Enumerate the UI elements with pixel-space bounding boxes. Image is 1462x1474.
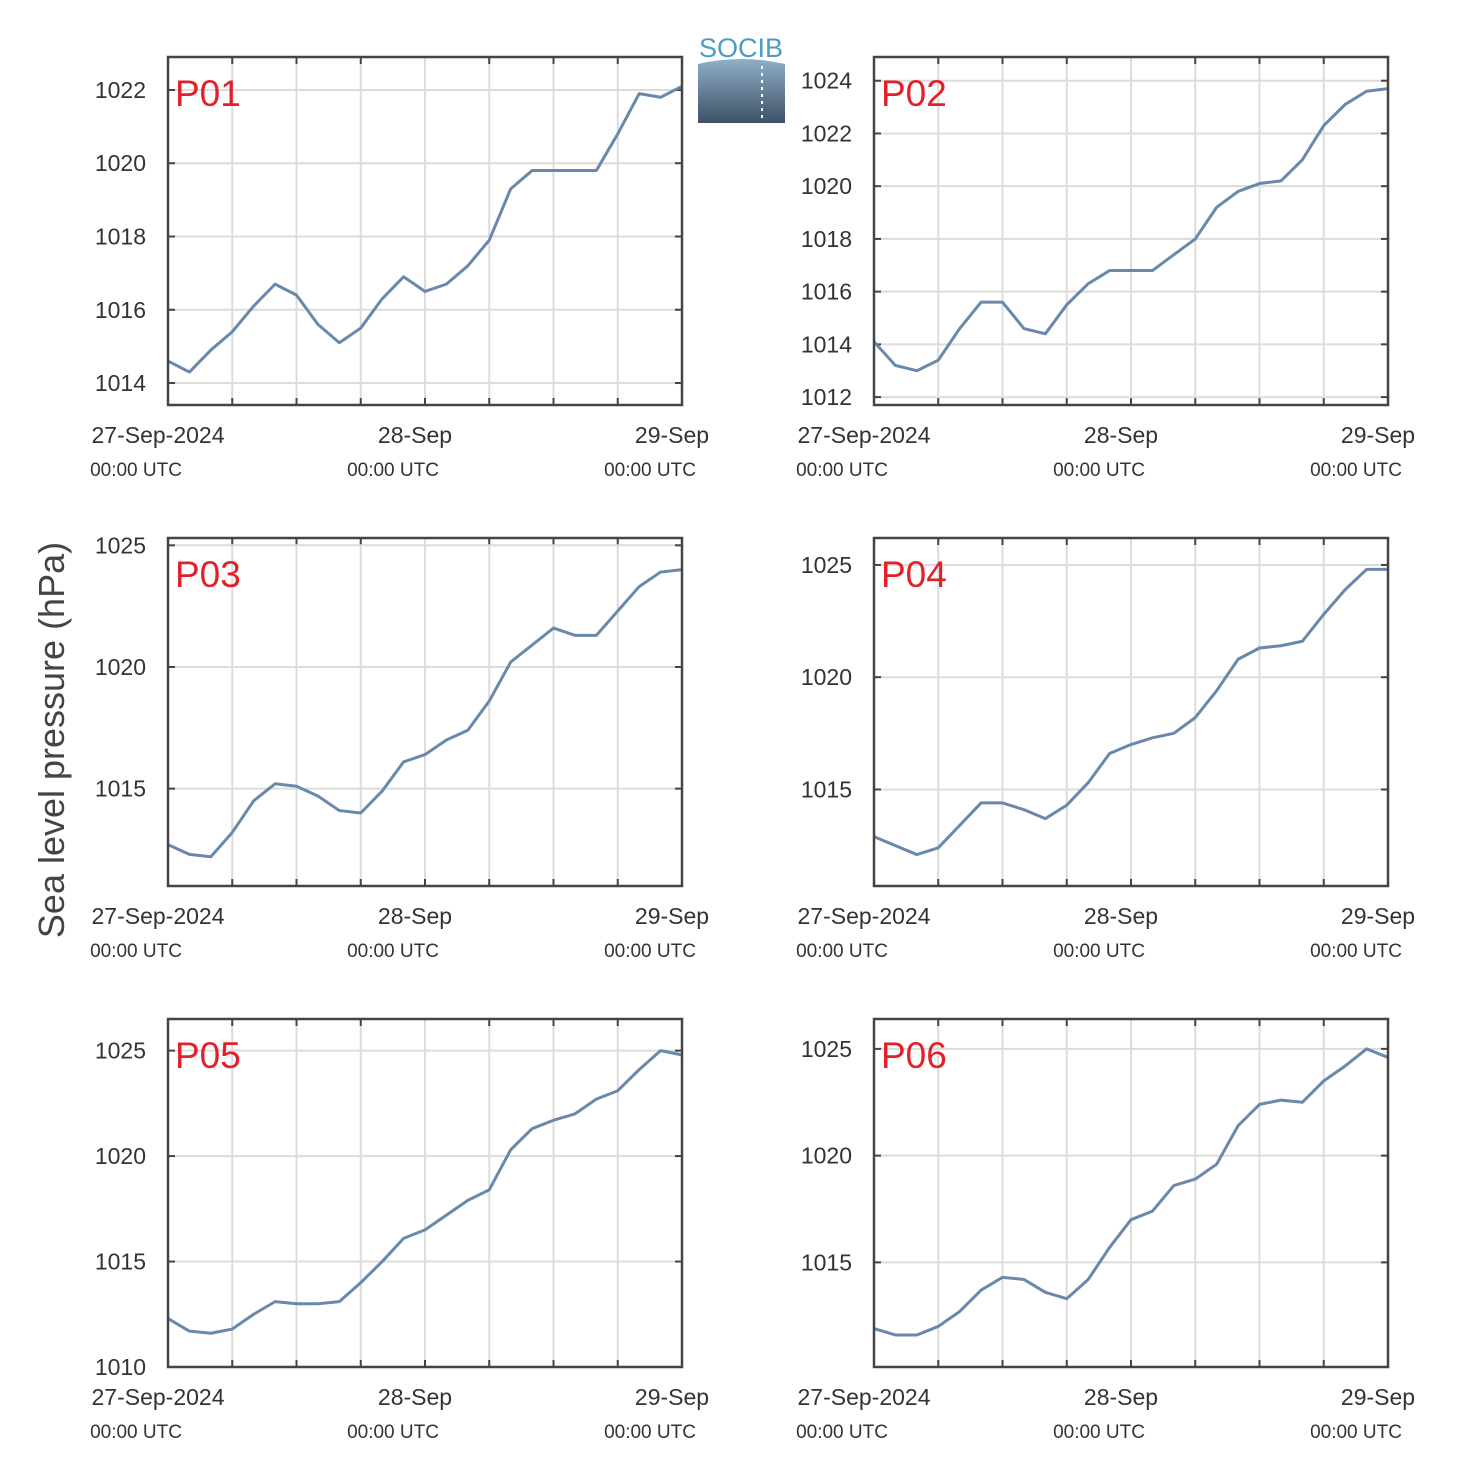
y-tick-label: 1025 bbox=[801, 552, 852, 578]
x-tick-sublabel: 00:00 UTC bbox=[796, 460, 888, 481]
x-tick-label: 27-Sep-2024 bbox=[92, 422, 225, 448]
x-tick-sublabel: 00:00 UTC bbox=[347, 1422, 439, 1443]
x-tick-sublabel: 00:00 UTC bbox=[1310, 941, 1402, 962]
y-tick-label: 1012 bbox=[801, 384, 852, 410]
panel-title: P05 bbox=[175, 1035, 241, 1076]
x-tick-label: 27-Sep-2024 bbox=[92, 903, 225, 929]
y-tick-label: 1014 bbox=[95, 370, 146, 396]
y-tick-label: 1014 bbox=[801, 331, 852, 357]
plot-frame bbox=[166, 536, 684, 888]
x-tick-sublabel: 00:00 UTC bbox=[1053, 460, 1145, 481]
y-tick-label: 1022 bbox=[95, 77, 146, 103]
y-tick-label: 1010 bbox=[95, 1354, 146, 1380]
panel: 27-Sep-2024 00:00 UTC 28-Sep 00:00 UTC 29-Se… bbox=[796, 536, 1415, 962]
y-tick-label: 1022 bbox=[801, 120, 852, 146]
x-tick-label: 29-Sep bbox=[1341, 422, 1415, 448]
panel: 27-Sep-2024 00:00 UTC 28-Sep 00:00 UTC 29-Se… bbox=[796, 1017, 1415, 1443]
y-tick-label: 1020 bbox=[801, 1143, 852, 1169]
x-tick-sublabel: 00:00 UTC bbox=[347, 941, 439, 962]
x-tick-label: 27-Sep-2024 bbox=[798, 1384, 931, 1410]
y-tick-label: 1016 bbox=[801, 279, 852, 305]
data-line bbox=[167, 568, 683, 859]
x-tick-label: 28-Sep bbox=[378, 1384, 452, 1410]
x-tick-sublabel: 00:00 UTC bbox=[604, 1422, 696, 1443]
x-tick-sublabel: 00:00 UTC bbox=[1053, 941, 1145, 962]
y-tick-label: 1015 bbox=[95, 1249, 146, 1275]
plot-frame bbox=[872, 1017, 1390, 1369]
x-tick-label: 28-Sep bbox=[378, 903, 452, 929]
data-line bbox=[167, 84, 683, 374]
x-tick-sublabel: 00:00 UTC bbox=[604, 460, 696, 481]
logo-text: SOCIB bbox=[699, 33, 783, 63]
x-tick-label: 27-Sep-2024 bbox=[92, 1384, 225, 1410]
x-tick-label: 29-Sep bbox=[635, 422, 709, 448]
y-tick-label: 1018 bbox=[801, 226, 852, 252]
x-tick-sublabel: 00:00 UTC bbox=[90, 1422, 182, 1443]
x-tick-label: 29-Sep bbox=[635, 1384, 709, 1410]
y-tick-label: 1025 bbox=[95, 532, 146, 558]
y-tick-label: 1015 bbox=[801, 1249, 852, 1275]
data-line bbox=[872, 87, 1389, 373]
y-tick-label: 1016 bbox=[95, 297, 146, 323]
panel: 27-Sep-2024 00:00 UTC 28-Sep 00:00 UTC 29-Se… bbox=[796, 55, 1415, 481]
x-tick-sublabel: 00:00 UTC bbox=[1310, 1422, 1402, 1443]
x-tick-label: 29-Sep bbox=[1341, 903, 1415, 929]
x-tick-label: 29-Sep bbox=[1341, 1384, 1415, 1410]
data-line bbox=[873, 1047, 1389, 1337]
panel: 27-Sep-2024 00:00 UTC 28-Sep 00:00 UTC 29-Se… bbox=[90, 532, 709, 962]
panel-title: P04 bbox=[881, 554, 947, 595]
data-line bbox=[167, 1049, 683, 1335]
plot-frame bbox=[872, 536, 1390, 888]
panel: 27-Sep-2024 00:00 UTC 28-Sep 00:00 UTC 29-Se… bbox=[90, 1017, 709, 1443]
y-tick-label: 1020 bbox=[95, 654, 146, 680]
y-tick-label: 1015 bbox=[801, 776, 852, 802]
x-tick-sublabel: 00:00 UTC bbox=[1053, 1422, 1145, 1443]
panel-title: P06 bbox=[881, 1035, 947, 1076]
x-tick-label: 27-Sep-2024 bbox=[798, 903, 931, 929]
x-tick-sublabel: 00:00 UTC bbox=[347, 460, 439, 481]
x-tick-label: 28-Sep bbox=[1084, 1384, 1158, 1410]
x-tick-sublabel: 00:00 UTC bbox=[1310, 460, 1402, 481]
y-tick-label: 1020 bbox=[95, 1143, 146, 1169]
logo: SOCIB bbox=[698, 33, 785, 123]
x-tick-label: 28-Sep bbox=[1084, 422, 1158, 448]
x-tick-sublabel: 00:00 UTC bbox=[604, 941, 696, 962]
plot-frame bbox=[166, 55, 684, 407]
logo-shape bbox=[698, 59, 785, 123]
x-tick-sublabel: 00:00 UTC bbox=[796, 941, 888, 962]
x-tick-sublabel: 00:00 UTC bbox=[796, 1422, 888, 1443]
x-tick-sublabel: 00:00 UTC bbox=[90, 941, 182, 962]
y-tick-label: 1015 bbox=[95, 776, 146, 802]
x-tick-label: 28-Sep bbox=[1084, 903, 1158, 929]
x-tick-label: 27-Sep-2024 bbox=[798, 422, 931, 448]
y-tick-label: 1025 bbox=[95, 1038, 146, 1064]
y-tick-label: 1020 bbox=[801, 173, 852, 199]
y-tick-label: 1018 bbox=[95, 223, 146, 249]
x-tick-sublabel: 00:00 UTC bbox=[90, 460, 182, 481]
y-tick-label: 1025 bbox=[801, 1036, 852, 1062]
y-tick-label: 1020 bbox=[801, 664, 852, 690]
y-tick-label: 1020 bbox=[95, 150, 146, 176]
x-tick-label: 28-Sep bbox=[378, 422, 452, 448]
plot-frame bbox=[166, 1017, 684, 1369]
y-tick-label: 1024 bbox=[801, 68, 852, 94]
panel-title: P03 bbox=[175, 554, 241, 595]
panel: 27-Sep-2024 00:00 UTC 28-Sep 00:00 UTC 29-Se… bbox=[90, 55, 709, 481]
x-tick-label: 29-Sep bbox=[635, 903, 709, 929]
y-axis-label: Sea level pressure (hPa) bbox=[31, 542, 72, 938]
data-line bbox=[873, 567, 1388, 857]
panel-title: P02 bbox=[881, 73, 947, 114]
panel-title: P01 bbox=[175, 73, 241, 114]
plot-frame bbox=[872, 55, 1390, 407]
